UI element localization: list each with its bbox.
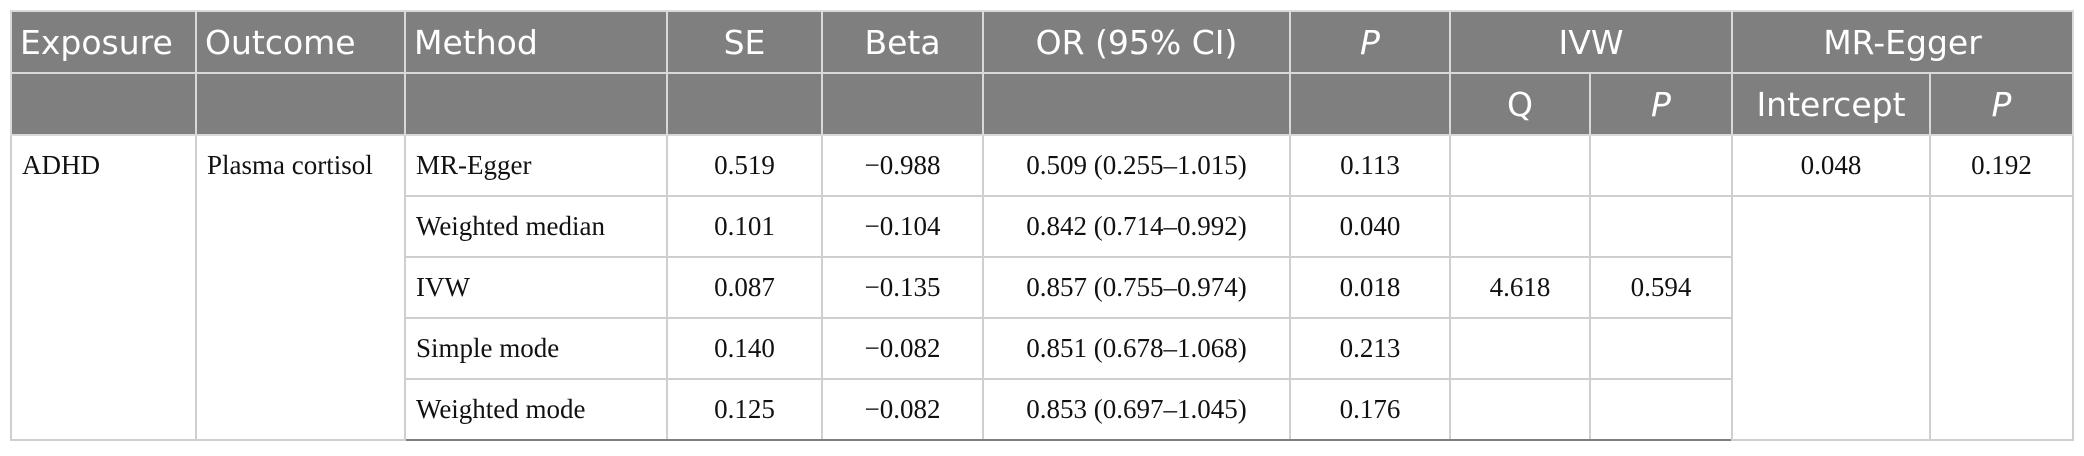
header-ivw-p: P (1589, 72, 1733, 136)
or-cell: 0.857 (0.755–0.974) (982, 256, 1291, 319)
header-ivw: IVW (1449, 10, 1733, 74)
mr-results-table: Exposure Outcome Method SE Beta OR (95% … (10, 10, 2074, 441)
header-empty-method (404, 72, 668, 136)
header-empty-p (1289, 72, 1451, 136)
header-empty-se (666, 72, 823, 136)
egger-p-cell: 0.192 (1929, 134, 2074, 197)
table-header: Exposure Outcome Method SE Beta OR (95% … (10, 10, 2074, 136)
beta-cell: −0.082 (821, 317, 984, 380)
p-cell: 0.213 (1289, 317, 1451, 380)
se-cell: 0.087 (666, 256, 823, 319)
header-empty-outcome (195, 72, 406, 136)
method-cell: MR-Egger (404, 134, 668, 197)
ivw-p-empty-cell (1589, 317, 1733, 380)
header-empty-exposure (10, 72, 197, 136)
outcome-cell: Plasma cortisol (195, 134, 406, 441)
ivw-q-empty-cell (1449, 378, 1591, 441)
beta-cell: −0.135 (821, 256, 984, 319)
or-cell: 0.842 (0.714–0.992) (982, 195, 1291, 258)
beta-cell: −0.104 (821, 195, 984, 258)
table-row: Simple mode 0.140 −0.082 0.851 (0.678–1.… (11, 317, 2073, 380)
ivw-q-empty-cell (1449, 134, 1591, 197)
method-cell: Weighted median (404, 195, 668, 258)
egger-p-empty-cell (1929, 195, 2074, 441)
header-empty-or (982, 72, 1291, 136)
p-cell: 0.018 (1289, 256, 1451, 319)
se-cell: 0.140 (666, 317, 823, 380)
header-p: P (1289, 10, 1451, 74)
header-ivw-q: Q (1449, 72, 1591, 136)
ivw-p-empty-cell (1589, 195, 1733, 258)
ivw-p-cell: 0.594 (1589, 256, 1733, 319)
header-method: Method (404, 10, 668, 74)
table-row: IVW 0.087 −0.135 0.857 (0.755–0.974) 0.0… (11, 256, 2073, 319)
header-beta: Beta (821, 10, 984, 74)
egger-intercept-empty-cell (1731, 195, 1931, 441)
table-row: ADHD Plasma cortisol MR-Egger 0.519 −0.9… (10, 134, 2074, 441)
egger-intercept-cell: 0.048 (1731, 134, 1931, 197)
exposure-cell: ADHD (10, 134, 197, 441)
ivw-q-empty-cell (1449, 317, 1591, 380)
header-empty-beta (821, 72, 984, 136)
or-cell: 0.509 (0.255–1.015) (982, 134, 1291, 197)
header-or: OR (95% CI) (982, 10, 1291, 74)
method-cell: Simple mode (404, 317, 668, 380)
p-cell: 0.040 (1289, 195, 1451, 258)
se-cell: 0.101 (666, 195, 823, 258)
header-se: SE (666, 10, 823, 74)
ivw-q-empty-cell (1449, 195, 1591, 258)
ivw-p-empty-cell (1589, 134, 1733, 197)
header-exposure: Exposure (10, 10, 197, 74)
p-cell: 0.176 (1289, 378, 1451, 441)
or-cell: 0.853 (0.697–1.045) (982, 378, 1291, 441)
beta-cell: −0.988 (821, 134, 984, 197)
header-mr-egger: MR-Egger (1731, 10, 2074, 74)
header-egger-p: P (1929, 72, 2074, 136)
ivw-p-empty-cell (1589, 378, 1733, 441)
table-row: Weighted mode 0.125 −0.082 0.853 (0.697–… (11, 378, 2073, 441)
se-cell: 0.125 (666, 378, 823, 441)
beta-cell: −0.082 (821, 378, 984, 441)
header-row-1: Exposure Outcome Method SE Beta OR (95% … (10, 10, 2074, 74)
method-cell: IVW (404, 256, 668, 319)
table-body: ADHD Plasma cortisol MR-Egger 0.519 −0.9… (10, 134, 2074, 441)
method-cell: Weighted mode (404, 378, 668, 441)
or-cell: 0.851 (0.678–1.068) (982, 317, 1291, 380)
header-outcome: Outcome (195, 10, 406, 74)
header-row-2: Q P Intercept P (10, 72, 2074, 136)
ivw-q-cell: 4.618 (1449, 256, 1591, 319)
header-egger-intercept: Intercept (1731, 72, 1931, 136)
table-row: Weighted median 0.101 −0.104 0.842 (0.71… (11, 195, 2074, 441)
se-cell: 0.519 (666, 134, 823, 197)
p-cell: 0.113 (1289, 134, 1451, 197)
